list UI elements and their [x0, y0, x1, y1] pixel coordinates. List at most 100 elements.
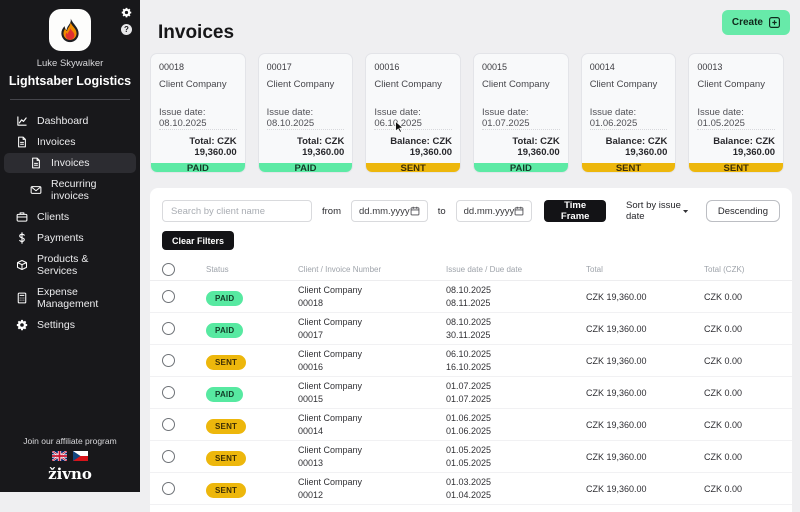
total-czk-cell: CZK 0.00	[704, 387, 743, 398]
sidebar-item-products-services[interactable]: Products & Services	[4, 249, 136, 281]
amount: Total: CZK 19,360.00	[189, 136, 237, 158]
card-divider	[697, 129, 776, 130]
row-radio[interactable]	[162, 450, 175, 463]
table-row-00015[interactable]: PAID Client Company 00015 01.07.2025 01.07.2…	[150, 377, 792, 409]
amount: Balance: CZK 19,360.00	[713, 136, 776, 158]
row-radio[interactable]	[162, 354, 175, 367]
invoice-card-00018[interactable]: 00018 Client Company Issue date: 08.10.202…	[150, 53, 246, 173]
filters-bar: from dd.mm.yyyy to dd.mm.yyyy Time Frame…	[150, 188, 792, 222]
dates-cell: 01.06.2025 01.06.2025	[446, 413, 492, 436]
total-czk-cell: CZK 0.00	[704, 419, 743, 430]
invoice-number: 00016	[374, 62, 400, 72]
table-row-00012[interactable]: SENT Client Company 00012 01.03.2025 01.04.2…	[150, 473, 792, 505]
row-radio[interactable]	[162, 290, 175, 303]
table-row-00017[interactable]: PAID Client Company 00017 08.10.2025 30.11.2…	[150, 313, 792, 345]
row-radio[interactable]	[162, 418, 175, 431]
status-cell: SENT	[206, 416, 298, 434]
client-invoice-cell: Client Company 00012	[298, 477, 363, 500]
sidebar-item-recurring-invoices[interactable]: Recurring invoices	[4, 174, 136, 206]
clear-filters-button[interactable]: Clear Filters	[162, 231, 235, 250]
row-radio[interactable]	[162, 386, 175, 399]
calendar-icon[interactable]	[410, 206, 420, 216]
status-cell: PAID	[206, 320, 298, 338]
table-row-00013[interactable]: SENT Client Company 00013 01.05.2025 01.05.2…	[150, 441, 792, 473]
card-divider	[374, 129, 453, 130]
invoice-number: 00015	[482, 62, 508, 72]
sidebar-item-expense-management[interactable]: Expense Management	[4, 282, 136, 314]
status-badge: PAID	[206, 386, 244, 402]
client-invoice-cell: Client Company 00015	[298, 381, 363, 404]
dates-cell: 06.10.2025 16.10.2025	[446, 349, 492, 372]
column-header-total-czk: Total (CZK)	[704, 264, 745, 274]
card-divider	[482, 129, 560, 130]
invoice-card-00017[interactable]: 00017 Client Company Issue date: 08.10.202…	[257, 53, 354, 173]
issue-date: Issue date: 01.05.2025	[697, 107, 745, 129]
dates-cell: 08.10.2025 08.11.2025	[446, 285, 492, 308]
invoice-number: 00017	[266, 62, 292, 72]
invoice-number: 00018	[159, 62, 185, 72]
chart-icon	[16, 115, 28, 127]
sidebar-item-label: Dashboard	[37, 115, 89, 127]
issue-date: Issue date: 08.10.2025	[159, 107, 207, 129]
expense-icon	[16, 292, 28, 304]
card-body: 00016 Client Company Issue date: 06.10.202…	[366, 54, 460, 163]
status-badge: PAID	[206, 290, 244, 306]
total-czk-cell: CZK 0.00	[704, 291, 743, 302]
column-header-status: Status	[206, 264, 229, 274]
total-cell: CZK 19,360.00	[586, 387, 647, 398]
sort-direction-button[interactable]: Descending	[705, 200, 780, 222]
total-cell: CZK 19,360.00	[586, 483, 647, 494]
card-body: 00013 Client Company Issue date: 01.05.202…	[689, 54, 783, 163]
row-radio[interactable]	[162, 322, 175, 335]
briefcase-icon	[16, 211, 28, 223]
status-badge: SENT	[366, 163, 461, 172]
table-row-00014[interactable]: SENT Client Company 00014 01.06.2025 01.06.2…	[150, 409, 792, 441]
amount: Total: CZK 19,360.00	[512, 136, 560, 158]
status-cell: SENT	[206, 352, 298, 370]
affiliate-link[interactable]: Join our affiliate program	[23, 436, 117, 446]
sidebar-item-label: Clients	[37, 211, 70, 223]
invoice-number: 00013	[697, 62, 723, 72]
client-name: Client Company	[266, 79, 335, 90]
sidebar-item-invoices[interactable]: Invoices	[4, 153, 136, 173]
create-invoice-button[interactable]: Create	[721, 10, 790, 35]
time-frame-button[interactable]: Time Frame	[544, 200, 607, 222]
sidebar-item-dashboard[interactable]: Dashboard	[4, 111, 136, 131]
row-radio[interactable]	[162, 482, 175, 495]
help-icon[interactable]	[121, 24, 132, 35]
calendar-icon[interactable]	[514, 206, 524, 216]
from-date-value: dd.mm.yyyy	[359, 205, 410, 217]
to-date-input[interactable]: dd.mm.yyyy	[455, 200, 533, 222]
select-all-radio[interactable]	[162, 262, 175, 276]
gear-icon[interactable]	[121, 7, 132, 18]
uk-flag-icon[interactable]	[52, 451, 67, 461]
dates-cell: 01.03.2025 01.04.2025	[446, 477, 492, 500]
client-invoice-cell: Client Company 00016	[298, 349, 363, 372]
sidebar-item-invoices[interactable]: Invoices	[4, 132, 136, 152]
invoice-list-panel: from dd.mm.yyyy to dd.mm.yyyy Time Frame…	[150, 188, 792, 512]
total-cell: CZK 19,360.00	[586, 291, 647, 302]
invoice-icon	[16, 136, 28, 148]
invoice-card-00013[interactable]: 00013 Client Company Issue date: 01.05.202…	[688, 53, 785, 173]
total-czk-cell: CZK 0.00	[704, 355, 743, 366]
sidebar-item-clients[interactable]: Clients	[4, 207, 136, 227]
table-row-00016[interactable]: SENT Client Company 00016 06.10.2025 16.10.2…	[150, 345, 792, 377]
from-date-input[interactable]: dd.mm.yyyy	[351, 200, 428, 222]
table-row-00018[interactable]: PAID Client Company 00018 08.10.2025 08.11.2…	[150, 281, 792, 313]
search-input[interactable]	[162, 200, 312, 222]
invoice-card-00015[interactable]: 00015 Client Company Issue date: 01.07.202…	[473, 53, 569, 173]
status-badge: PAID	[206, 322, 244, 338]
sidebar-item-settings[interactable]: Settings	[4, 315, 136, 335]
status-badge: PAID	[258, 163, 353, 172]
total-cell: CZK 19,360.00	[586, 323, 647, 334]
sidebar-top-icons	[121, 7, 132, 35]
sidebar-item-payments[interactable]: Payments	[4, 228, 136, 248]
total-czk-cell: CZK 0.00	[704, 451, 743, 462]
sort-select[interactable]: Sort by issue date	[626, 200, 688, 222]
invoice-card-00014[interactable]: 00014 Client Company Issue date: 01.06.202…	[580, 53, 677, 173]
invoice-card-00016[interactable]: 00016 Client Company Issue date: 06.10.202…	[365, 53, 462, 173]
card-body: 00014 Client Company Issue date: 01.06.202…	[582, 54, 676, 163]
czech-flag-icon[interactable]	[73, 451, 88, 461]
sidebar-item-label: Recurring invoices	[51, 178, 97, 202]
table-header-row: Status Client / Invoice Number Issue dat…	[150, 258, 792, 281]
